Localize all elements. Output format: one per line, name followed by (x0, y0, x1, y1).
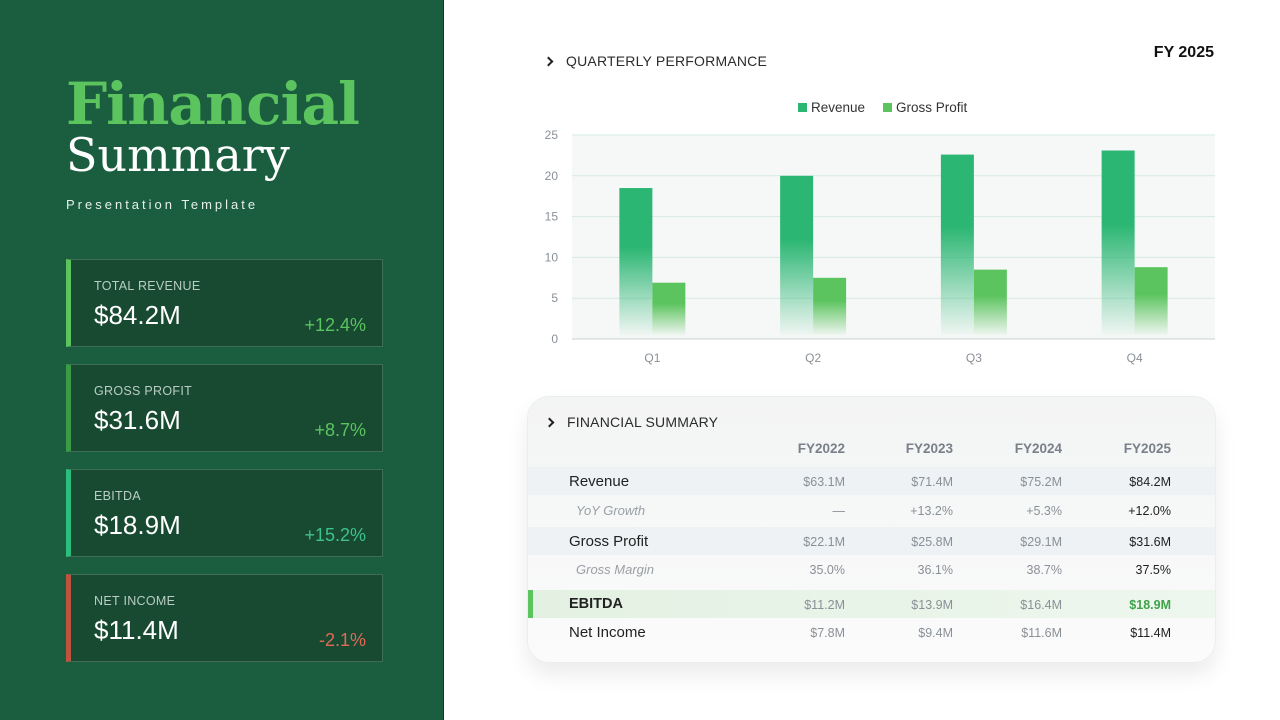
bar-revenue-q4 (1101, 150, 1135, 335)
table-cell: +12.0% (1128, 504, 1171, 518)
legend-label: Gross Profit (896, 100, 968, 115)
legend-item-gross-profit: Gross Profit (883, 100, 967, 115)
row-label: Net Income (569, 624, 646, 641)
kpi-card-net-income: NET INCOME $11.4M -2.1% (66, 574, 383, 662)
bar-gross-profit-q3 (973, 269, 1007, 335)
table-cell: $25.8M (911, 535, 953, 549)
row-label: EBITDA (569, 596, 623, 612)
y-tick-label: 25 (545, 128, 559, 142)
table-cell: 36.1% (917, 563, 953, 577)
x-tick-label: Q1 (644, 351, 660, 365)
kpi-value: $18.9M (94, 510, 181, 540)
y-tick-label: 10 (545, 250, 559, 264)
row-label: YoY Growth (576, 503, 646, 518)
table-cell: +13.2% (910, 504, 953, 518)
table-row: Net Income $7.8M $9.4M $11.6M $11.4M (528, 618, 1215, 646)
legend-swatch (798, 103, 807, 112)
title-summary: Summary (66, 128, 290, 182)
bar-revenue-q3 (940, 154, 974, 335)
bar-gross-profit-q2 (813, 277, 847, 335)
row-label: Gross Margin (576, 562, 655, 577)
kpi-label: NET INCOME (94, 594, 176, 608)
bar-gross-profit-q4 (1134, 267, 1168, 335)
chevron-right-icon (544, 417, 555, 427)
chevron-right-icon (543, 56, 554, 66)
chart-heading-text: QUARTERLY PERFORMANCE (566, 53, 768, 69)
table-cell: $71.4M (911, 475, 953, 489)
table-cell: $11.4M (1130, 626, 1171, 640)
table-cell: $11.2M (804, 598, 845, 612)
kpi-card-ebitda: EBITDA $18.9M +15.2% (66, 469, 383, 557)
kpi-label: EBITDA (94, 489, 141, 503)
table-cell: $31.6M (1129, 535, 1171, 549)
table-heading-text: FINANCIAL SUMMARY (567, 414, 719, 430)
table-cell: $16.4M (1020, 598, 1062, 612)
subtitle: Presentation Template (66, 197, 259, 212)
table-cell: 38.7% (1026, 563, 1062, 577)
legend-swatch (883, 103, 893, 112)
table-section-heading: FINANCIAL SUMMARY (544, 414, 718, 430)
table-row: YoY Growth — +13.2% +5.3% +12.0% (528, 496, 1215, 524)
row-label: Revenue (569, 473, 630, 490)
kpi-change: -2.1% (318, 630, 366, 650)
table-cell: — (832, 504, 846, 518)
table-cell: $9.4M (918, 626, 953, 640)
kpi-card-total-revenue: TOTAL REVENUE $84.2M +12.4% (66, 259, 383, 347)
column-header: FY2023 (905, 441, 953, 456)
table-cell: $63.1M (803, 475, 845, 489)
column-header: FY2024 (1014, 441, 1062, 456)
table-row: Gross Profit $22.1M $25.8M $29.1M $31.6M (528, 527, 1215, 555)
y-tick-label: 15 (545, 210, 559, 224)
table-cell: 35.0% (809, 563, 845, 577)
kpi-change: +8.7% (314, 420, 366, 440)
legend-label: Revenue (811, 100, 866, 115)
table-cell: $22.1M (803, 535, 845, 549)
legend-item-revenue: Revenue (798, 100, 865, 115)
table-cell: $18.9M (1129, 598, 1171, 612)
column-header: FY2025 (1123, 441, 1171, 456)
x-tick-label: Q4 (1127, 351, 1143, 365)
table-row-ebitda: EBITDA $11.2M $13.9M $16.4M $18.9M (528, 590, 1215, 618)
title-financial: Financial (66, 70, 360, 138)
kpi-card-gross-profit: GROSS PROFIT $31.6M +8.7% (66, 364, 383, 452)
table-cell: $84.2M (1129, 475, 1171, 489)
column-header: FY2022 (797, 441, 845, 456)
table-cell: $29.1M (1020, 535, 1062, 549)
highlight-bar (528, 590, 533, 618)
financial-summary-card: FINANCIAL SUMMARY FY2022 FY2023 FY2024 F… (527, 396, 1216, 663)
kpi-value: $84.2M (94, 300, 181, 330)
table-cell: $75.2M (1020, 475, 1062, 489)
x-tick-label: Q2 (805, 351, 821, 365)
fiscal-year-label: FY 2025 (1153, 44, 1214, 61)
kpi-value: $31.6M (94, 405, 181, 435)
y-tick-label: 20 (545, 169, 559, 183)
table-cell: $11.6M (1021, 626, 1062, 640)
table-cell: +5.3% (1026, 504, 1062, 518)
left-panel: Financial Summary Presentation Template … (0, 0, 444, 720)
row-label: Gross Profit (569, 533, 649, 550)
x-tick-label: Q3 (966, 351, 982, 365)
kpi-change: +12.4% (304, 315, 366, 335)
y-tick-label: 5 (551, 291, 558, 305)
chart-section-heading: QUARTERLY PERFORMANCE (543, 53, 767, 69)
table-cell: $7.8M (810, 626, 845, 640)
bar-revenue-q2 (780, 175, 814, 335)
bar-revenue-q1 (619, 188, 653, 335)
table-cell: 37.5% (1135, 563, 1171, 577)
kpi-value: $11.4M (94, 615, 179, 645)
kpi-label: GROSS PROFIT (94, 384, 193, 398)
chart-legend: Revenue Gross Profit (798, 100, 985, 115)
y-tick-label: 0 (551, 332, 558, 346)
kpi-change: +15.2% (304, 525, 366, 545)
bar-gross-profit-q1 (652, 282, 686, 335)
kpi-label: TOTAL REVENUE (94, 279, 201, 293)
table-row: Gross Margin 35.0% 36.1% 38.7% 37.5% (528, 555, 1215, 583)
table-cell: $13.9M (911, 598, 953, 612)
table-row: Revenue $63.1M $71.4M $75.2M $84.2M (528, 467, 1215, 495)
quarterly-bar-chart: 0 5 10 15 20 25 Q1 Q2 Q3 Q4 (545, 128, 1215, 365)
